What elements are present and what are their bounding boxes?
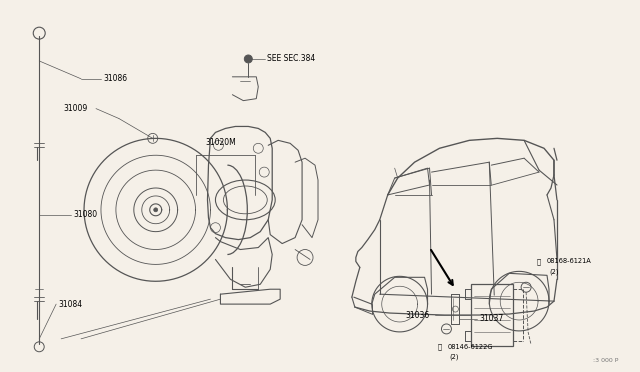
- Text: 31037: 31037: [479, 314, 504, 324]
- Text: 31020M: 31020M: [205, 138, 236, 147]
- Text: 31084: 31084: [58, 299, 83, 309]
- Text: 31036: 31036: [405, 311, 429, 320]
- Text: 08146-6122G: 08146-6122G: [447, 344, 493, 350]
- Text: Ⓢ: Ⓢ: [438, 343, 442, 350]
- Text: SEE SEC.384: SEE SEC.384: [268, 54, 316, 64]
- Text: (2): (2): [549, 268, 559, 275]
- Circle shape: [244, 55, 252, 63]
- Text: 08168-6121A: 08168-6121A: [547, 259, 592, 264]
- Text: 31080: 31080: [73, 210, 97, 219]
- Circle shape: [154, 208, 157, 212]
- Bar: [471, 284, 513, 346]
- Text: 31086: 31086: [103, 74, 127, 83]
- Text: (2): (2): [450, 353, 459, 360]
- Text: :3 000 P: :3 000 P: [593, 358, 618, 363]
- Text: Ⓑ: Ⓑ: [537, 258, 541, 265]
- Text: 31009: 31009: [63, 104, 88, 113]
